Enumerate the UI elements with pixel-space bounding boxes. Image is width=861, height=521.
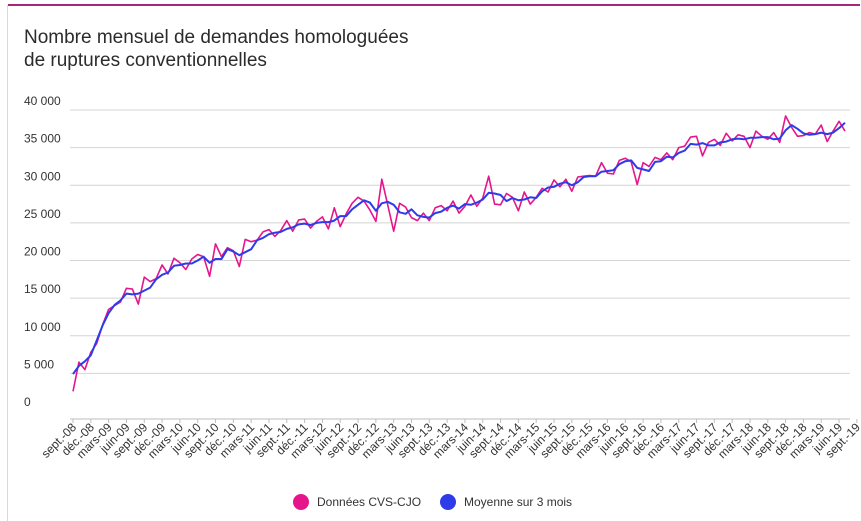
legend-label-cvs-cjo: Données CVS-CJO <box>317 495 422 509</box>
legend-swatch-moyenne <box>440 494 456 510</box>
legend-item-cvs-cjo[interactable]: Données CVS-CJO <box>293 494 421 510</box>
legend: Données CVS-CJO Moyenne sur 3 mois <box>0 494 861 512</box>
top-accent-rule <box>8 4 860 6</box>
y-tick-label: 20 000 <box>24 245 61 259</box>
line-chart: 0 5 000 10 000 15 000 20 000 25 000 30 000 35 0… <box>24 94 861 461</box>
chart-title-line-2: de ruptures conventionnelles <box>24 50 267 71</box>
chart-title-line-1: Nombre mensuel de demandes homologuées <box>24 27 409 48</box>
y-tick-label: 30 000 <box>24 169 61 183</box>
y-tick-label: 15 000 <box>24 282 61 296</box>
y-tick-label: 0 <box>24 395 31 409</box>
y-tick-label: 40 000 <box>24 94 61 108</box>
y-tick-label: 35 000 <box>24 132 61 146</box>
y-tick-label: 25 000 <box>24 207 61 221</box>
legend-label-moyenne: Moyenne sur 3 mois <box>464 495 573 509</box>
y-tick-label: 5 000 <box>24 357 54 371</box>
left-border-rule <box>7 5 8 521</box>
series-line-moyenne <box>72 122 846 375</box>
chart-title: Nombre mensuel de demandes homologuées d… <box>24 26 408 72</box>
y-tick-label: 10 000 <box>24 320 61 334</box>
legend-item-moyenne[interactable]: Moyenne sur 3 mois <box>440 494 572 510</box>
legend-swatch-cvs-cjo <box>293 494 309 510</box>
series-line-cvs-cjo <box>72 115 846 392</box>
